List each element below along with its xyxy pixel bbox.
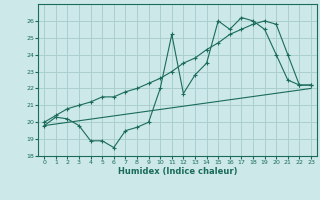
X-axis label: Humidex (Indice chaleur): Humidex (Indice chaleur)	[118, 167, 237, 176]
